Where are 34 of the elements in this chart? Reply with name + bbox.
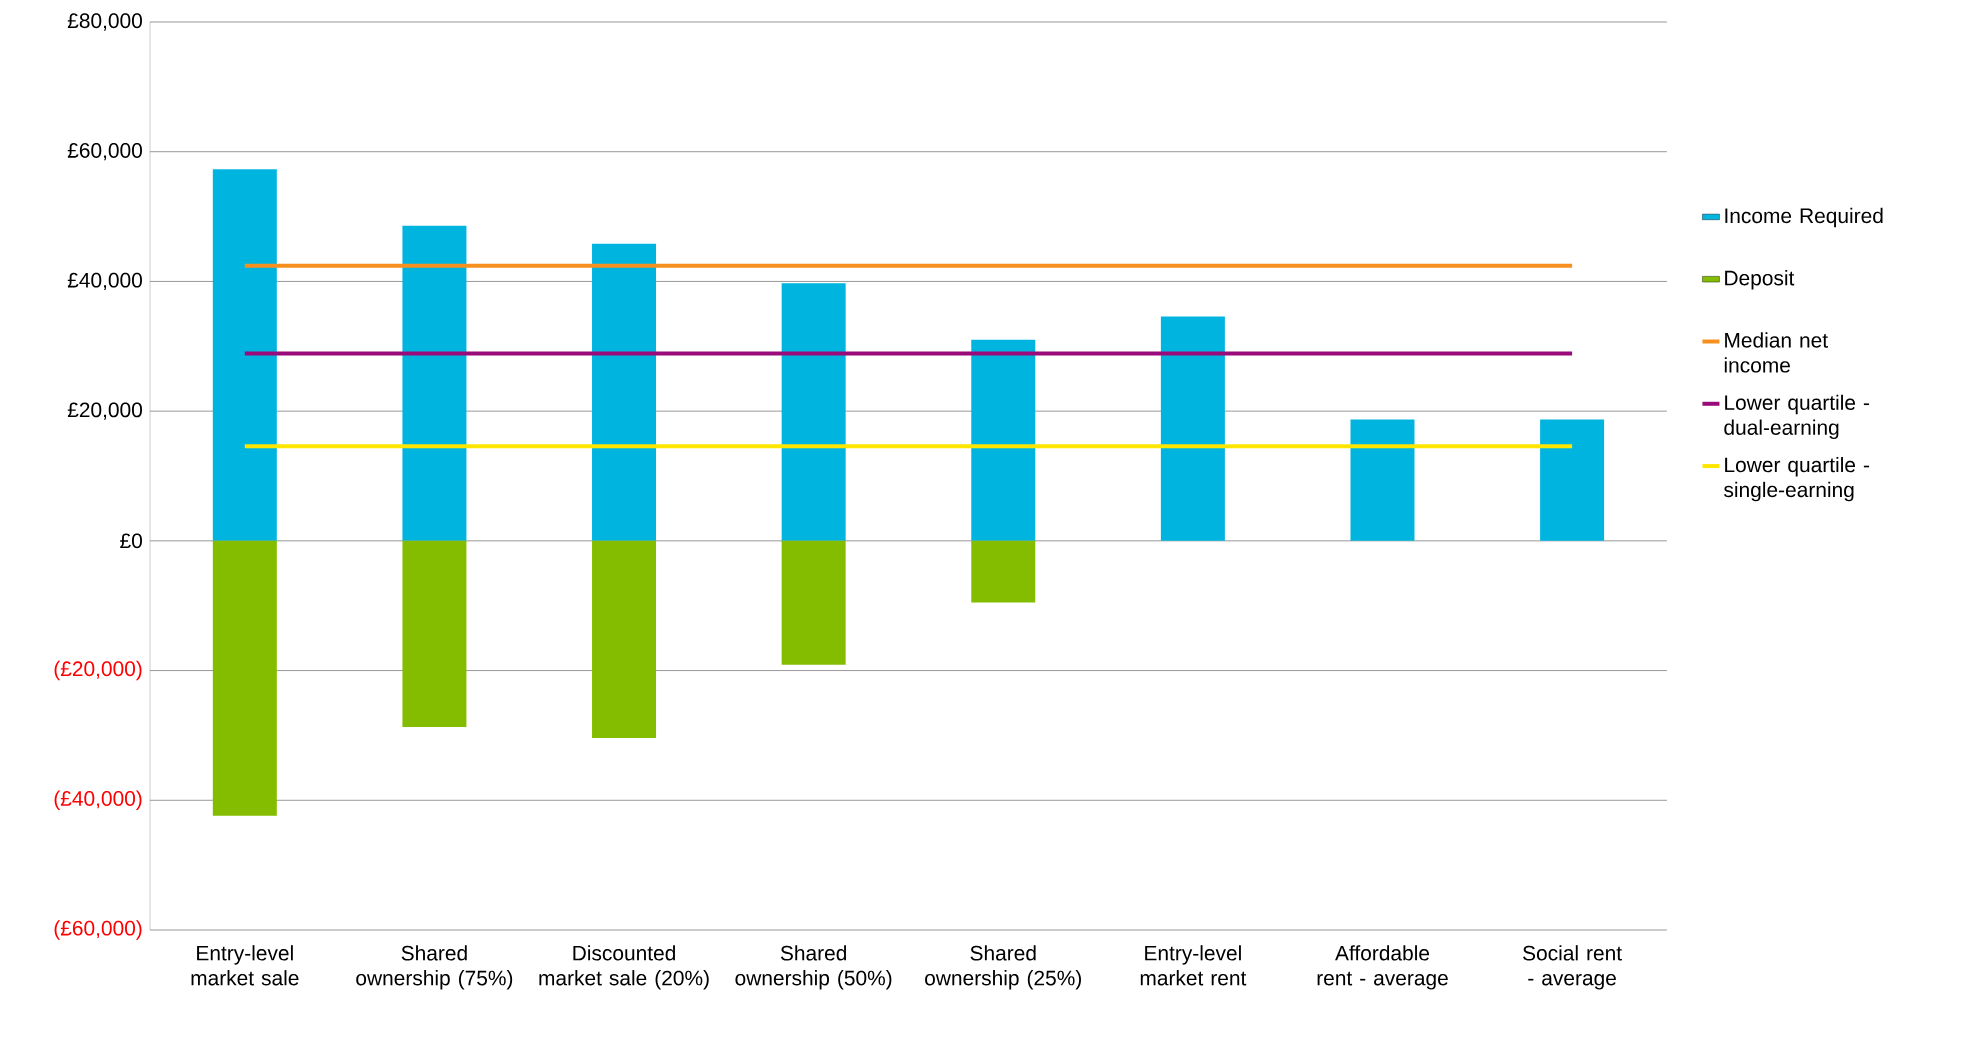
y-tick-label: (£60,000) — [54, 920, 142, 940]
x-tick-label: Shared ownership (50%) — [735, 945, 892, 990]
legend-label: Lower quartile - single-earning — [1724, 456, 1869, 502]
bar — [402, 540, 467, 727]
bar — [1160, 316, 1225, 541]
bar — [592, 243, 657, 541]
x-tick-label: Affordable rent - average — [1317, 945, 1448, 990]
x-tick-label: Entry-level market rent — [1140, 945, 1247, 986]
bar — [212, 540, 277, 816]
bar — [971, 339, 1036, 541]
y-tick-label: (£40,000) — [54, 790, 142, 811]
bar — [592, 540, 657, 739]
x-tick-label: Shared ownership (75%) — [356, 945, 513, 990]
bar — [781, 540, 846, 665]
legend-label: Median net income — [1724, 332, 1828, 373]
y-tick-label: £60,000 — [67, 143, 142, 161]
x-tick-label: Shared ownership (25%) — [925, 945, 1081, 990]
legend-label: Deposit — [1725, 270, 1795, 290]
bar — [1350, 419, 1415, 541]
legend-label: Income Required — [1725, 207, 1883, 228]
y-tick-label: £80,000 — [67, 13, 142, 31]
x-tick-label: Entry-level market sale — [191, 945, 299, 986]
y-tick-label: £0 — [120, 533, 142, 549]
y-tick-label: (£20,000) — [54, 660, 142, 681]
bar — [971, 540, 1036, 603]
x-tick-label: Discounted market sale (20%) — [539, 945, 709, 990]
y-tick-label: £40,000 — [67, 272, 142, 291]
bar — [1540, 419, 1605, 541]
bar — [781, 283, 846, 541]
bar — [212, 169, 277, 541]
x-tick-label: Social rent - average — [1523, 945, 1622, 990]
bar — [402, 225, 467, 541]
legend-label: Lower quartile - dual-earning — [1724, 394, 1869, 440]
y-tick-label: £20,000 — [67, 402, 142, 420]
